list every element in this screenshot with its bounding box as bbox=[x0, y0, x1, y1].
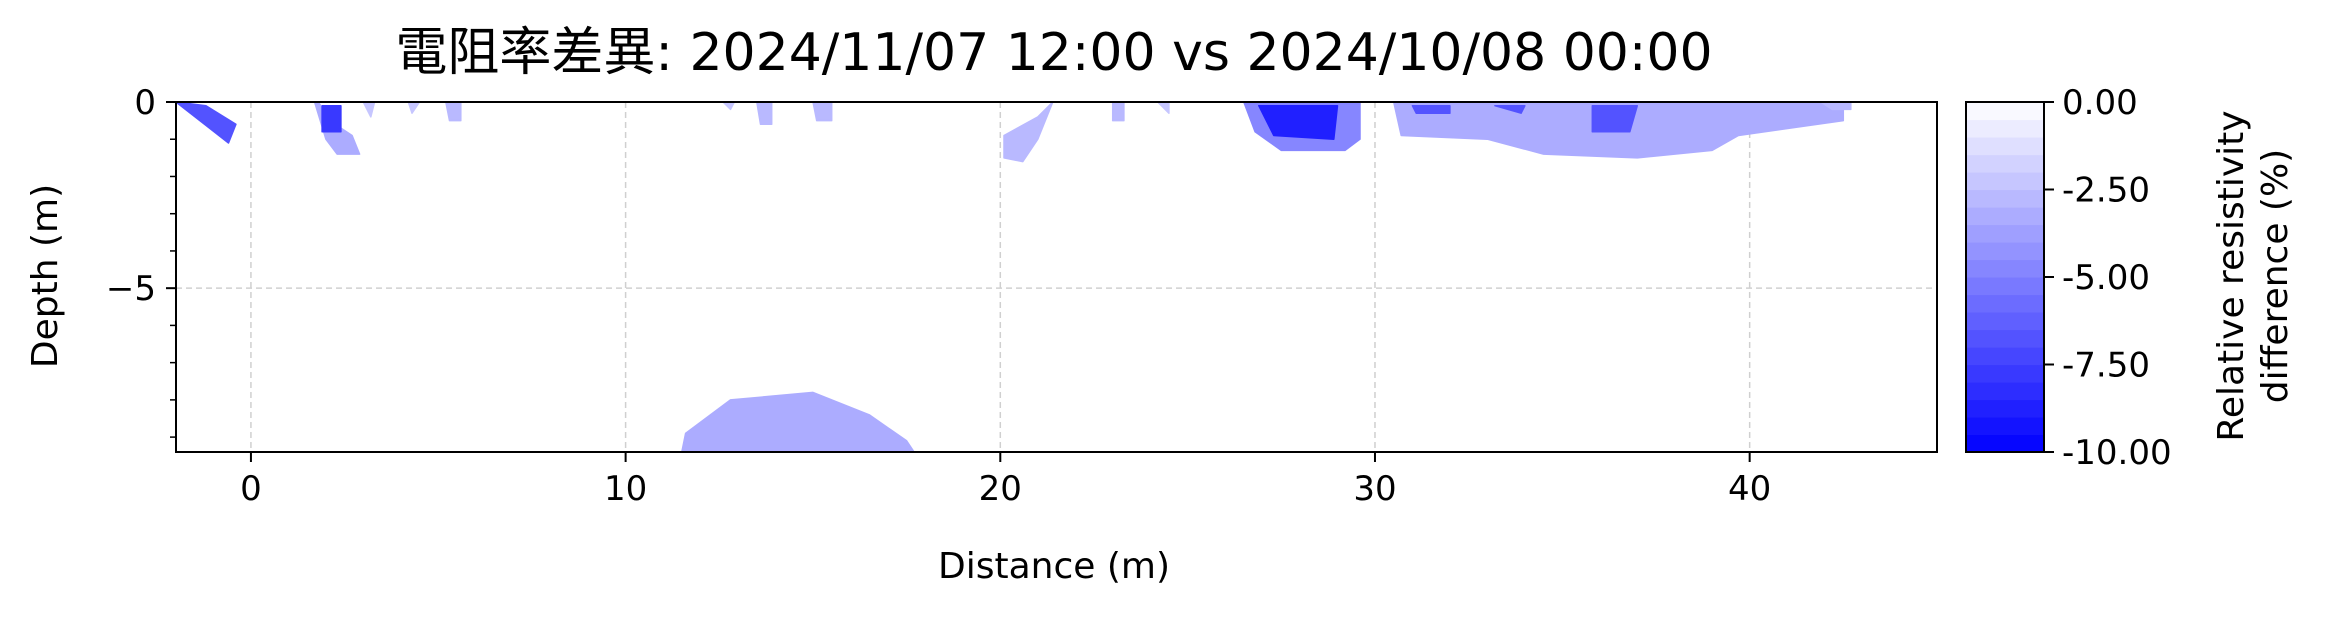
colorbar-band bbox=[1966, 329, 2044, 348]
contour-region bbox=[321, 104, 342, 133]
contour-region bbox=[1591, 104, 1639, 133]
colorbar-band bbox=[1966, 137, 2044, 156]
colorbar-band bbox=[1966, 312, 2044, 331]
colorbar-label-line-2: difference (%) bbox=[2255, 149, 2296, 403]
colorbar-tick-label: -2.50 bbox=[2062, 171, 2150, 211]
contour-region bbox=[362, 102, 376, 118]
colorbar-band bbox=[1966, 294, 2044, 313]
x-axis-label: Distance (m) bbox=[938, 546, 1170, 587]
contour-region bbox=[1820, 102, 1852, 111]
colorbar-tick-label: 0.00 bbox=[2062, 83, 2138, 123]
contour-region bbox=[681, 391, 915, 452]
chart-title: 電阻率差異: 2024/11/07 12:00 vs 2024/10/08 00… bbox=[395, 23, 1712, 83]
colorbar-band bbox=[1966, 102, 2044, 121]
contour-region bbox=[756, 102, 773, 126]
colorbar-band bbox=[1966, 382, 2044, 401]
x-tick-label: 20 bbox=[979, 469, 1022, 509]
colorbar-band bbox=[1966, 172, 2044, 191]
contour-region bbox=[1494, 104, 1526, 114]
colorbar-tick-label: -7.50 bbox=[2062, 346, 2150, 386]
contour-region bbox=[1111, 102, 1125, 122]
contour-region bbox=[176, 102, 237, 144]
colorbar-label-line-1: Relative resistivity bbox=[2211, 110, 2252, 441]
contour-region bbox=[1003, 102, 1054, 163]
colorbar-band bbox=[1966, 242, 2044, 261]
colorbar-band bbox=[1966, 224, 2044, 243]
colorbar-band bbox=[1966, 277, 2044, 296]
colorbar-band bbox=[1966, 154, 2044, 173]
x-tick-label: 0 bbox=[240, 469, 262, 509]
colorbar-band bbox=[1966, 119, 2044, 138]
x-tick-label: 10 bbox=[604, 469, 647, 509]
contour-region bbox=[1156, 102, 1170, 114]
x-tick-label: 40 bbox=[1728, 469, 1771, 509]
colorbar-band bbox=[1966, 259, 2044, 278]
colorbar-band bbox=[1966, 417, 2044, 436]
y-tick-label: −5 bbox=[106, 269, 156, 309]
contour-region bbox=[445, 102, 462, 122]
contour-region bbox=[1258, 104, 1339, 140]
colorbar-band bbox=[1966, 207, 2044, 226]
x-tick-label: 30 bbox=[1353, 469, 1396, 509]
colorbar-band bbox=[1966, 434, 2044, 453]
contour-region bbox=[722, 102, 736, 111]
plot-frame bbox=[175, 101, 1938, 453]
colorbar-tick-label: -5.00 bbox=[2062, 258, 2150, 298]
contour-region bbox=[407, 102, 421, 114]
colorbar-band bbox=[1966, 364, 2044, 383]
colorbar-tick-label: -10.00 bbox=[2062, 433, 2172, 473]
contour-regions bbox=[176, 102, 1852, 452]
colorbar-band bbox=[1966, 189, 2044, 208]
colorbar-label: Relative resistivity difference (%) bbox=[2211, 110, 2296, 441]
contour-region bbox=[812, 102, 833, 122]
y-axis-label: Depth (m) bbox=[25, 184, 66, 368]
contour-region bbox=[1411, 104, 1451, 114]
y-tick-label: 0 bbox=[134, 83, 156, 123]
colorbar-band bbox=[1966, 399, 2044, 418]
colorbar-band bbox=[1966, 347, 2044, 366]
